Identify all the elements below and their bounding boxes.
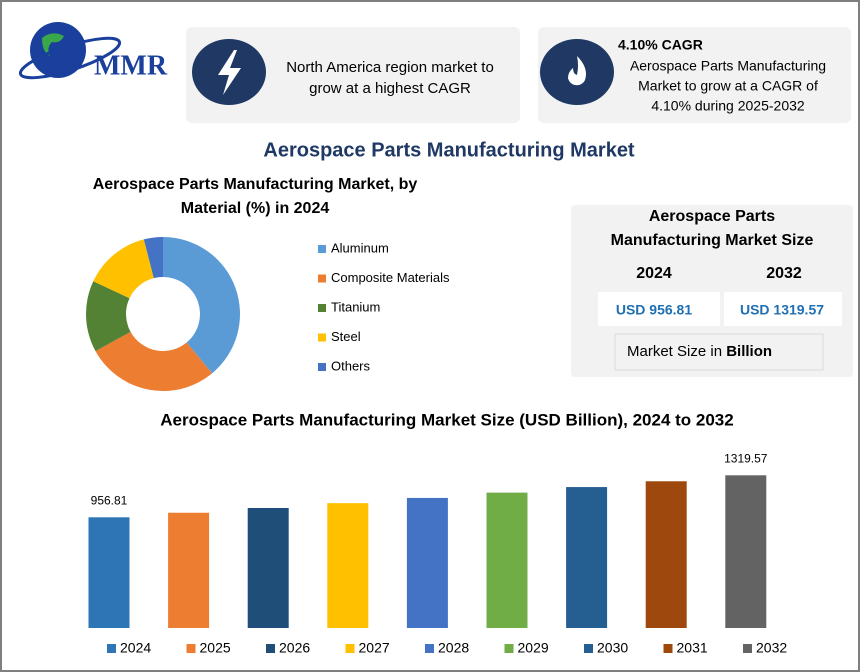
bar xyxy=(88,517,130,628)
bar xyxy=(566,487,608,628)
donut-slice xyxy=(143,237,163,279)
card-text: Aerospace Parts Manufacturing xyxy=(630,58,826,74)
unit-prefix: Market Size in xyxy=(627,343,722,360)
legend-swatch xyxy=(743,644,752,653)
legend-swatch xyxy=(318,245,326,253)
bar xyxy=(406,497,448,628)
donut-slice xyxy=(163,237,240,374)
legend-swatch xyxy=(584,644,593,653)
legend-label: 2024 xyxy=(120,640,151,656)
legend-label: Aluminum xyxy=(331,240,389,255)
panel-year: 2024 xyxy=(636,265,672,282)
legend-swatch xyxy=(504,644,514,653)
legend-swatch xyxy=(318,274,326,283)
bar xyxy=(168,512,210,628)
legend-swatch xyxy=(425,644,434,653)
legend-swatch xyxy=(266,644,275,653)
legend-swatch xyxy=(345,644,355,653)
legend-swatch xyxy=(318,304,326,312)
legend-label: 2027 xyxy=(359,640,390,656)
legend-swatch xyxy=(318,363,326,371)
legend-label: 2025 xyxy=(200,640,231,656)
card xyxy=(186,27,520,123)
bar xyxy=(645,481,687,628)
card xyxy=(538,27,851,123)
legend-label: 2031 xyxy=(677,640,708,656)
bar xyxy=(486,492,528,628)
donut-slice xyxy=(93,239,154,299)
value-label: 1319.57 xyxy=(724,451,768,465)
main-title: Aerospace Parts Manufacturing Market xyxy=(263,139,635,161)
legend-swatch xyxy=(318,333,326,342)
bar xyxy=(247,508,289,628)
logo-text: MMR xyxy=(94,50,168,81)
donut-slice xyxy=(86,281,131,352)
bar xyxy=(327,503,369,628)
legend-swatch xyxy=(107,644,116,653)
unit-text: Market Size in Billion xyxy=(627,343,772,360)
legend-swatch xyxy=(186,644,196,653)
chart-title: Aerospace Parts Manufacturing Market, by xyxy=(93,176,418,193)
card-text: 4.10% during 2025-2032 xyxy=(651,98,805,114)
value-box xyxy=(598,292,720,326)
unit: Billion xyxy=(726,343,772,360)
legend-label: Composite Materials xyxy=(331,270,450,285)
card-text: Market to grow at a CAGR of xyxy=(638,78,818,94)
value-label: 956.81 xyxy=(91,493,128,507)
bolt-icon xyxy=(218,50,241,95)
logo: MMR xyxy=(18,22,168,81)
flame-icon xyxy=(568,56,586,86)
chart-title: Aerospace Parts Manufacturing Market Siz… xyxy=(160,410,733,429)
card-icon xyxy=(540,39,614,105)
panel-value: USD 956.81 xyxy=(616,302,692,318)
chart-title: Material (%) in 2024 xyxy=(181,200,330,217)
panel-title: Aerospace Parts xyxy=(649,208,775,225)
panel-year: 2032 xyxy=(766,265,802,282)
legend-swatch xyxy=(663,644,673,653)
orbit xyxy=(18,36,122,80)
legend-label: Titanium xyxy=(331,299,380,314)
legend-label: 2032 xyxy=(756,640,787,656)
legend-label: 2028 xyxy=(438,640,469,656)
card-text: grow at a highest CAGR xyxy=(309,80,471,97)
legend-label: Others xyxy=(331,358,371,373)
card-heading: 4.10% CAGR xyxy=(618,37,703,53)
legend-label: Steel xyxy=(331,329,361,344)
legend-label: 2026 xyxy=(279,640,310,656)
value-box xyxy=(724,292,842,326)
panel-value: USD 1319.57 xyxy=(740,302,824,318)
legend-label: 2030 xyxy=(597,640,628,656)
card-text: North America region market to xyxy=(286,59,494,76)
globe-land xyxy=(42,33,64,56)
legend-label: 2029 xyxy=(518,640,549,656)
panel-title: Manufacturing Market Size xyxy=(611,232,814,249)
bar xyxy=(725,475,767,628)
unit-box xyxy=(614,333,824,371)
donut-slice xyxy=(95,331,213,391)
